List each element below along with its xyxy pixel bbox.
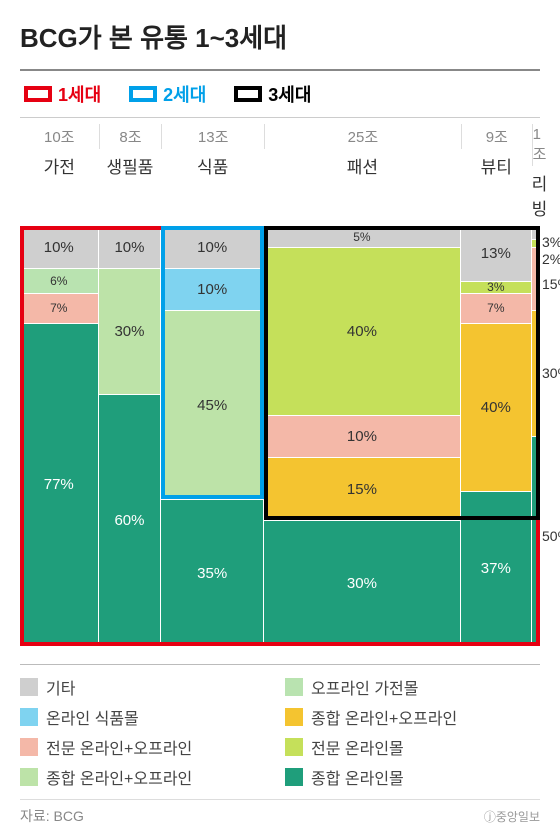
- chart-segment: 10%: [99, 226, 162, 268]
- legend-label: 전문 온라인+오프라인: [46, 735, 192, 759]
- gen-swatch: [24, 86, 52, 102]
- legend-label: 기타: [46, 675, 75, 699]
- legend-label: 종합 온라인+오프라인: [311, 705, 457, 729]
- generation-legend: 1세대 2세대 3세대: [20, 69, 540, 118]
- column-name: 리빙: [532, 166, 540, 226]
- chart-segment: 10%: [264, 415, 461, 457]
- chart-segment: 35%: [161, 499, 263, 646]
- legend-label: 온라인 식품몰: [46, 705, 139, 729]
- chart-segment: 45%: [161, 310, 263, 499]
- chart-segment: 77%: [20, 323, 99, 646]
- legend-swatch: [285, 678, 303, 696]
- column-size: 9조: [461, 124, 532, 149]
- legend-swatch: [20, 708, 38, 726]
- chart-segment: 10%: [161, 268, 263, 310]
- column-header: 1조리빙: [532, 124, 540, 226]
- legend-item: 종합 온라인몰: [285, 765, 540, 789]
- legend-swatch: [20, 738, 38, 756]
- chart-segment: [532, 310, 540, 436]
- column-size: 25조: [264, 124, 461, 149]
- column-size: 8조: [99, 124, 162, 149]
- gen-swatch: [234, 86, 262, 102]
- chart-segment: 6%: [20, 268, 99, 293]
- gen-swatch: [129, 86, 157, 102]
- column-name: 패션: [264, 149, 461, 184]
- chart-column: [532, 226, 540, 646]
- source-line: 자료: BCG ⓙ중앙일보: [20, 799, 540, 826]
- legend-swatch: [285, 708, 303, 726]
- chart-segment: 13%: [461, 226, 532, 281]
- chart-segment: 10%: [161, 226, 263, 268]
- chart-column: 5%40%10%15%30%: [264, 226, 461, 646]
- chart-segment: [532, 436, 540, 646]
- legend-item: 온라인 식품몰: [20, 705, 275, 729]
- column-size: 13조: [161, 124, 263, 149]
- gen-legend-item: 1세대: [24, 81, 101, 107]
- legend-item: 기타: [20, 675, 275, 699]
- legend-item: 오프라인 가전몰: [285, 675, 540, 699]
- chart-segment: 40%: [461, 323, 532, 491]
- gen-label: 1세대: [58, 81, 101, 107]
- legend-swatch: [285, 768, 303, 786]
- legend-item: 종합 온라인+오프라인: [20, 765, 275, 789]
- gen-legend-item: 2세대: [129, 81, 206, 107]
- column-name: 식품: [161, 149, 263, 184]
- right-label: 50%: [542, 528, 560, 544]
- column-header: 25조패션: [264, 124, 461, 226]
- legend-swatch: [20, 678, 38, 696]
- right-axis-labels: 3%2% 15% 30% 50%: [542, 226, 560, 646]
- chart-segment: [532, 239, 540, 247]
- chart-segment: 30%: [99, 268, 162, 394]
- gen-label: 3세대: [268, 81, 311, 107]
- column-name: 생필품: [99, 149, 162, 184]
- right-label: 15%: [542, 276, 560, 292]
- gen-label: 2세대: [163, 81, 206, 107]
- chart-title: BCG가 본 유통 1~3세대: [20, 18, 540, 55]
- column-header: 13조식품: [161, 124, 263, 226]
- column-header: 10조가전: [20, 124, 99, 226]
- right-label: 3%: [542, 234, 560, 250]
- chart-segment: 30%: [264, 520, 461, 646]
- source-text: 자료: BCG: [20, 806, 84, 826]
- legend-label: 전문 온라인몰: [311, 735, 404, 759]
- chart-segment: 5%: [264, 226, 461, 247]
- gen-legend-item: 3세대: [234, 81, 311, 107]
- column-size: 10조: [20, 124, 99, 149]
- column-header: 9조뷰티: [461, 124, 532, 226]
- legend-item: 전문 온라인몰: [285, 735, 540, 759]
- chart-segment: 15%: [264, 457, 461, 520]
- chart-segment: 60%: [99, 394, 162, 646]
- chart-segment: 10%: [20, 226, 99, 268]
- chart-segment: [532, 247, 540, 310]
- chart-segment: 37%: [461, 491, 532, 646]
- chart-segment: 40%: [264, 247, 461, 415]
- legend-label: 오프라인 가전몰: [311, 675, 419, 699]
- category-legend: 기타오프라인 가전몰온라인 식품몰종합 온라인+오프라인전문 온라인+오프라인전…: [20, 664, 540, 789]
- publisher-logo: ⓙ중앙일보: [484, 808, 540, 825]
- marimekko-chart: 3%2%15%30%50% 10%6%7%77%10%30%60%10%10%4…: [20, 226, 540, 646]
- right-label: 2%: [542, 251, 560, 267]
- legend-label: 종합 온라인+오프라인: [46, 765, 192, 789]
- chart-segment: 3%: [461, 281, 532, 294]
- chart-segment: 7%: [461, 293, 532, 322]
- legend-swatch: [285, 738, 303, 756]
- chart-column: 10%6%7%77%: [20, 226, 99, 646]
- legend-item: 전문 온라인+오프라인: [20, 735, 275, 759]
- column-headers: 10조가전8조생필품13조식품25조패션9조뷰티1조리빙: [20, 124, 540, 226]
- chart-column: 13%3%7%40%37%: [461, 226, 532, 646]
- legend-item: 종합 온라인+오프라인: [285, 705, 540, 729]
- chart-column: 10%10%45%35%: [161, 226, 263, 646]
- chart-segment: 7%: [20, 293, 99, 322]
- column-header: 8조생필품: [99, 124, 162, 226]
- column-name: 가전: [20, 149, 99, 184]
- column-size: 1조: [532, 124, 540, 166]
- column-name: 뷰티: [461, 149, 532, 184]
- legend-swatch: [20, 768, 38, 786]
- chart-column: 10%30%60%: [99, 226, 162, 646]
- legend-label: 종합 온라인몰: [311, 765, 404, 789]
- chart-segment: [532, 226, 540, 239]
- right-label: 30%: [542, 365, 560, 381]
